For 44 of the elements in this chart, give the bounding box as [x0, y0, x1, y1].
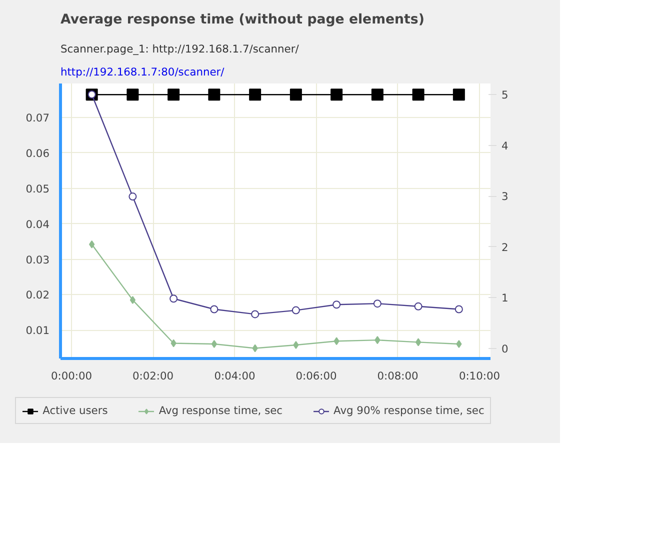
y2-tick-label: 5 — [502, 88, 508, 102]
point — [293, 341, 299, 350]
y-tick-label: 0.02 — [26, 288, 50, 302]
text: http://192.168.1.7:80/scanner/ — [60, 66, 225, 78]
point — [414, 302, 422, 310]
point — [292, 306, 300, 314]
y-tick-label: 0.07 — [26, 112, 50, 125]
y2-tick-label: 3 — [502, 190, 508, 204]
point — [415, 338, 422, 346]
legend-label: Active users — [42, 404, 108, 417]
y-tick-label: 0.03 — [26, 253, 50, 266]
x-tick-label: 0:10:00 — [458, 370, 500, 382]
chart-title: Average response time (without page elements) — [60, 12, 424, 28]
point — [334, 337, 340, 346]
point — [251, 310, 260, 318]
point — [130, 296, 136, 304]
x-tick-label: 0:00:00 — [50, 370, 92, 382]
point — [454, 305, 463, 314]
chart-subtitle: Scanner.page_1: http://192.168.1.7/scanner/ — [60, 42, 300, 56]
y2-tick-label: 2 — [502, 240, 508, 254]
point — [456, 340, 462, 348]
x-tick-label: 0:02:00 — [132, 370, 174, 382]
legend-label: Avg response time, sec — [158, 404, 283, 417]
x-tick-label: 0:06:00 — [296, 370, 338, 382]
point — [332, 300, 341, 309]
point — [88, 240, 95, 248]
y-tick-label: 0.04 — [26, 218, 50, 231]
y-tick-label: 0.06 — [26, 146, 50, 160]
y2-tick-label: 0 — [502, 342, 508, 356]
point — [211, 340, 218, 348]
y2-tick-label: 4 — [502, 139, 508, 152]
y-tick-label: 0.01 — [26, 324, 50, 338]
point — [373, 300, 382, 308]
legend-label: Avg 90% response time, sec — [334, 404, 484, 417]
x-tick-label: 0:04:00 — [214, 370, 256, 382]
point — [128, 192, 137, 201]
y2-tick-label: 1 — [502, 292, 508, 305]
x-tick-label: 0:08:00 — [377, 370, 419, 382]
point — [252, 344, 258, 352]
point — [170, 339, 176, 348]
point — [374, 336, 380, 344]
y-tick-label: 0.05 — [26, 182, 50, 196]
point — [210, 305, 218, 314]
point — [170, 294, 178, 303]
